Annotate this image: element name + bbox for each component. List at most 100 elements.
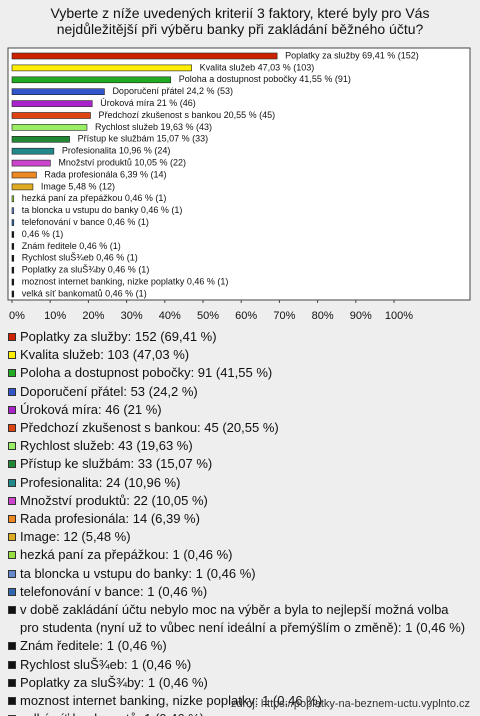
legend-swatch xyxy=(8,405,16,414)
legend-swatch xyxy=(8,333,16,341)
legend-item: Profesionalita: 24 (10,96 %) xyxy=(8,474,470,492)
bar xyxy=(11,290,15,298)
legend-label: Poplatky za sluŠ¾by: 1 (0,46 %) xyxy=(20,674,208,690)
legend-swatch xyxy=(8,424,16,433)
bar-label: Poplatky za služby 69,41 % (152) xyxy=(285,50,419,60)
legend-label: ta bloncka u vstupu do banky: 1 (0,46 %) xyxy=(20,565,256,581)
legend-swatch xyxy=(8,587,16,596)
bar-label: Množství produktů 10,05 % (22) xyxy=(58,157,186,167)
legend-item: telefonování v bance: 1 (0,46 %) xyxy=(8,583,470,601)
bar xyxy=(11,219,15,226)
legend-label: Předchozí zkušenost s bankou: 45 (20,55 … xyxy=(20,420,279,436)
x-tick-label: 20% xyxy=(82,310,104,322)
legend-item: Poplatky za služby: 152 (69,41 %) xyxy=(8,328,470,346)
legend-swatch xyxy=(8,551,16,560)
x-tick-label: 30% xyxy=(121,310,143,322)
legend-item: moznost internet banking, nizke poplatky… xyxy=(8,692,470,710)
bar xyxy=(11,100,93,107)
legend-item: ta bloncka u vstupu do banky: 1 (0,46 %) xyxy=(8,565,470,583)
bar xyxy=(11,159,51,167)
legend-swatch xyxy=(8,678,16,687)
legend-swatch xyxy=(8,387,16,396)
legend-label: Kvalita služeb: 103 (47,03 %) xyxy=(20,347,190,363)
bar xyxy=(11,112,91,119)
bar xyxy=(11,243,15,250)
legend-item: Znám ředitele: 1 (0,46 %) xyxy=(8,637,470,655)
source: zdroj: https://poplatky-na-beznem-uctu.v… xyxy=(230,698,470,710)
legend-item: velká síť bankomatů: 1 (0,46 %) xyxy=(8,710,470,716)
legend-swatch xyxy=(8,533,16,542)
bar xyxy=(11,88,105,95)
bar-label: Kvalita služeb 47,03 % (103) xyxy=(200,62,315,72)
bar xyxy=(11,76,172,84)
legend-label: telefonování v bance: 1 (0,46 %) xyxy=(20,583,208,599)
legend-swatch xyxy=(8,606,16,615)
bar xyxy=(11,64,192,72)
legend-label: Rychlost sluŠ¾eb: 1 (0,46 %) xyxy=(20,656,192,672)
legend-item: Kvalita služeb: 103 (47,03 %) xyxy=(8,346,470,364)
bar-label: Úroková míra 21 % (46) xyxy=(100,98,196,108)
legend-item: Rada profesionála: 14 (6,39 %) xyxy=(8,510,470,528)
legend-label: Poloha a dostupnost pobočky: 91 (41,55 %… xyxy=(20,365,273,381)
legend-swatch xyxy=(8,496,16,505)
x-tick-label: 60% xyxy=(235,310,257,322)
bar xyxy=(11,195,15,203)
legend-label: Image: 12 (5,48 %) xyxy=(20,529,131,545)
legend-swatch xyxy=(8,478,16,487)
bar-label: Rada profesionála 6,39 % (14) xyxy=(44,169,166,179)
bar xyxy=(11,266,15,274)
x-tick-label: 100% xyxy=(385,310,413,322)
bar-label: Přístup ke službám 15,07 % (33) xyxy=(78,134,209,144)
bar-label: Znám ředitele 0,46 % (1) xyxy=(22,241,121,251)
bar-label: Předchozí zkušenost s bankou 20,55 % (45… xyxy=(99,110,276,120)
bar-label: Rychlost sluŠ¾eb 0,46 % (1) xyxy=(22,253,138,263)
bar-label: Rychlost služeb 19,63 % (43) xyxy=(95,122,212,132)
legend-label: moznost internet banking, nizke poplatky… xyxy=(20,693,323,709)
bar xyxy=(11,124,88,131)
bar xyxy=(11,136,70,143)
legend-label: hezká paní za přepážkou: 1 (0,46 %) xyxy=(20,547,233,563)
legend-item: hezká paní za přepážkou: 1 (0,46 %) xyxy=(8,546,470,564)
legend-item: Rychlost sluŠ¾eb: 1 (0,46 %) xyxy=(8,656,470,674)
legend-item: Množství produktů: 22 (10,05 %) xyxy=(8,492,470,510)
x-tick-label: 40% xyxy=(159,310,181,322)
legend-label: Množství produktů: 22 (10,05 %) xyxy=(20,492,208,508)
x-tick-label: 10% xyxy=(44,310,66,322)
legend-swatch xyxy=(8,569,16,578)
chart: 0% 10% 20% 30% 40% 50% 60% 70% 80% 90% 100% Poplatk… xyxy=(7,47,471,322)
bar xyxy=(11,231,15,238)
bar xyxy=(11,207,15,214)
legend-swatch xyxy=(8,442,16,451)
legend-swatch xyxy=(8,697,16,706)
legend-item: Přístup ke službám: 33 (15,07 %) xyxy=(8,455,470,473)
legend-label: Profesionalita: 24 (10,96 %) xyxy=(20,474,181,490)
legend-item: Poplatky za sluŠ¾by: 1 (0,46 %) xyxy=(8,674,470,692)
bar-label: Doporučení přátel 24,2 % (53) xyxy=(112,86,233,96)
bar-label: 0,46 % (1) xyxy=(22,229,64,239)
chart-title: Vyberte z níže uvedených kriterií 3 fakt… xyxy=(50,5,430,37)
x-tick-label: 80% xyxy=(312,310,334,322)
legend-item: Poloha a dostupnost pobočky: 91 (41,55 %… xyxy=(8,364,470,382)
legend-item: Image: 12 (5,48 %) xyxy=(8,528,470,546)
legend-item: Předchozí zkušenost s bankou: 45 (20,55 … xyxy=(8,419,470,437)
x-tick-label: 0% xyxy=(9,310,25,322)
legend-item: Rychlost služeb: 43 (19,63 %) xyxy=(8,437,470,455)
bar-label: Profesionalita 10,96 % (24) xyxy=(62,146,171,156)
x-tick-label: 70% xyxy=(273,310,295,322)
legend-label: Poplatky za služby: 152 (69,41 %) xyxy=(20,329,217,344)
legend-item: Úroková míra: 46 (21 %) xyxy=(8,401,470,419)
x-tick-label: 50% xyxy=(197,310,219,322)
bar-label: hezká paní za přepážkou 0,46 % (1) xyxy=(22,193,167,203)
bar xyxy=(11,147,55,155)
legend-swatch xyxy=(8,660,16,669)
legend-item: Doporučení přátel: 53 (24,2 %) xyxy=(8,383,470,401)
legend: Poplatky za služby: 152 (69,41 %) Kvalita… xyxy=(8,328,470,716)
bar-label: Image 5,48 % (12) xyxy=(41,181,115,191)
bar-label: telefonování v bance 0,46 % (1) xyxy=(22,217,149,227)
bar-label: ta bloncka u vstupu do banky 0,46 % (1) xyxy=(22,205,183,215)
legend-label: velká síť bankomatů: 1 (0,46 %) xyxy=(20,711,204,716)
bar xyxy=(11,278,15,286)
bar-label: Poplatky za sluŠ¾by 0,46 % (1) xyxy=(22,265,150,275)
bar-label: Poloha a dostupnost pobočky 41,55 % (91) xyxy=(179,74,351,84)
x-tick-label: 90% xyxy=(350,310,372,322)
